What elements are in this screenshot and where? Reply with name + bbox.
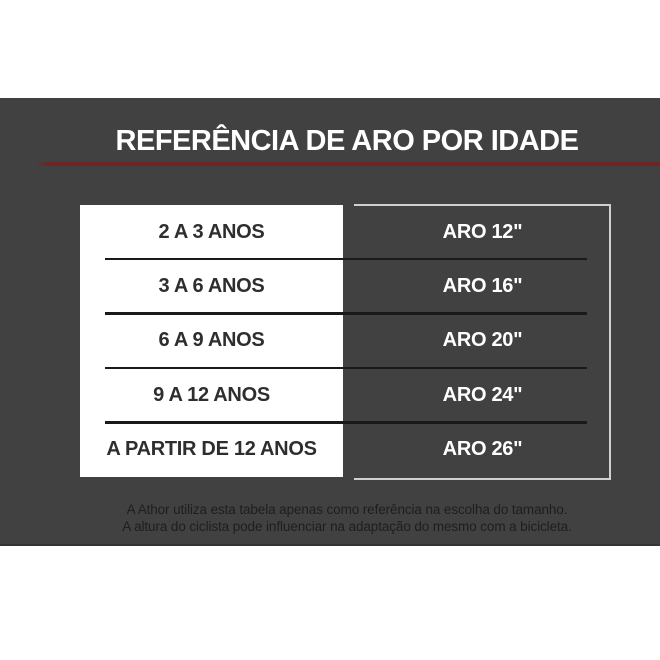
table-row: A PARTIR DE 12 ANOS ARO 26": [80, 423, 610, 477]
footnote: A Athor utiliza esta tabela apenas como …: [34, 502, 660, 535]
age-cell: 9 A 12 ANOS: [153, 383, 270, 406]
page-title: REFERÊNCIA DE ARO POR IDADE: [115, 125, 579, 157]
aro-cell: ARO 26": [442, 438, 523, 461]
panel-background: REFERÊNCIA DE ARO POR IDADE 2 A 3 ANOS A…: [0, 98, 660, 546]
footnote-line-2: A altura do ciclista pode influenciar na…: [122, 518, 572, 534]
table-row: 3 A 6 ANOS ARO 16": [80, 259, 610, 313]
row-divider: [105, 421, 587, 424]
age-cell: 6 A 9 ANOS: [158, 329, 265, 352]
footnote-line-1: A Athor utiliza esta tabela apenas como …: [126, 502, 568, 517]
age-cell: A PARTIR DE 12 ANOS: [106, 438, 317, 461]
aro-cell: ARO 16": [442, 275, 523, 298]
age-cell: 2 A 3 ANOS: [158, 220, 265, 243]
age-cell: 3 A 6 ANOS: [158, 275, 265, 298]
accent-underline: [35, 162, 660, 166]
aro-cell: ARO 24": [442, 383, 523, 406]
table-row: 9 A 12 ANOS ARO 24": [80, 368, 610, 422]
row-divider: [105, 312, 587, 315]
age-column-background: [80, 205, 343, 477]
aro-column-border: [354, 204, 611, 480]
table-row: 2 A 3 ANOS ARO 12": [80, 205, 610, 259]
row-divider: [105, 366, 587, 370]
aro-cell: ARO 12": [442, 220, 523, 243]
row-divider: [105, 258, 587, 261]
table-row: 6 A 9 ANOS ARO 20": [80, 314, 610, 368]
aro-cell: ARO 20": [442, 329, 523, 352]
